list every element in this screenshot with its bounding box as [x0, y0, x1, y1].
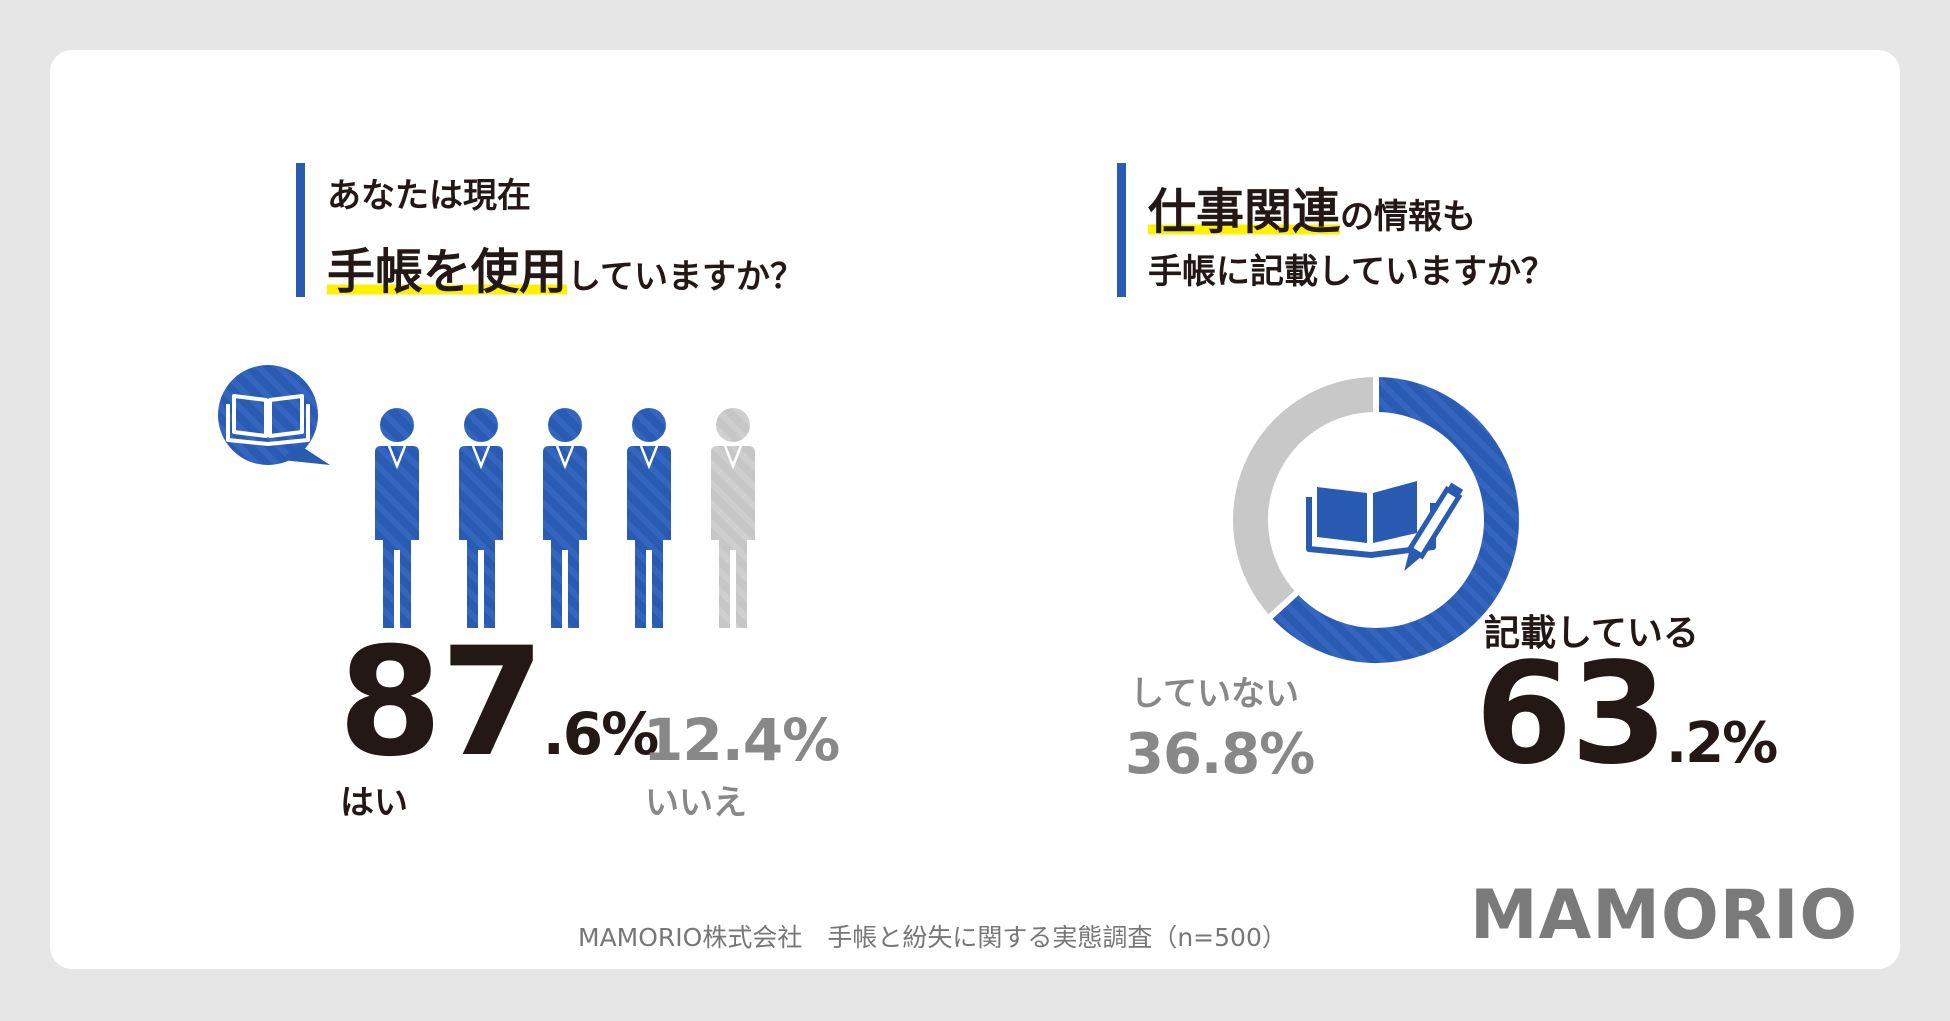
- left-question-line1: あなたは現在: [327, 176, 531, 216]
- person-figure-yes: [459, 408, 503, 628]
- left-question-rest: していますか？: [567, 257, 804, 297]
- left-yes-dec: .6%: [542, 700, 660, 768]
- person-figure-no: [711, 408, 755, 628]
- left-question-line2: 手帳を使用していますか？: [327, 232, 804, 302]
- source-caption: MAMORIO株式会社 手帳と紛失に関する実態調査（n=500）: [578, 923, 1287, 952]
- right-question-bar: [1117, 163, 1126, 297]
- right-question-highlight: 仕事関連: [1148, 184, 1341, 240]
- right-question-line2: 手帳に記載していますか？: [1148, 252, 1555, 292]
- left-question-bar: [296, 163, 305, 297]
- left-no-label: いいえ: [645, 783, 747, 823]
- right-yes-value: 63.2%: [1475, 645, 1778, 785]
- right-yes-int: 63: [1475, 633, 1668, 796]
- left-yes-int: 87: [338, 616, 545, 790]
- mamorio-logo: MAMORIO: [1470, 876, 1859, 955]
- people-pictogram: [375, 408, 755, 628]
- book-and-pen-icon: [1306, 481, 1464, 572]
- right-yes-label: 記載している: [1484, 613, 1699, 654]
- open-book-icon: [218, 365, 330, 465]
- left-question-highlight: 手帳を使用: [327, 244, 568, 300]
- right-question-rest: の情報も: [1340, 197, 1477, 237]
- right-yes-dec: .2%: [1665, 711, 1778, 776]
- donut-slice-yes: [1264, 370, 1525, 669]
- right-no-value: 36.8%: [1125, 722, 1315, 787]
- left-yes-label: はい: [340, 783, 408, 823]
- donut-chart: [1227, 370, 1525, 669]
- person-figure-yes: [375, 408, 419, 628]
- left-yes-value: 87.6%: [338, 628, 660, 778]
- right-question-line1: 仕事関連の情報も: [1148, 172, 1476, 242]
- person-figure-yes: [627, 408, 671, 628]
- left-no-value: 12.4%: [643, 706, 840, 774]
- right-no-label: していない: [1130, 674, 1299, 714]
- person-figure-yes: [543, 408, 587, 628]
- infographic-card: [50, 50, 1900, 969]
- donut-slice-no: [1227, 370, 1379, 623]
